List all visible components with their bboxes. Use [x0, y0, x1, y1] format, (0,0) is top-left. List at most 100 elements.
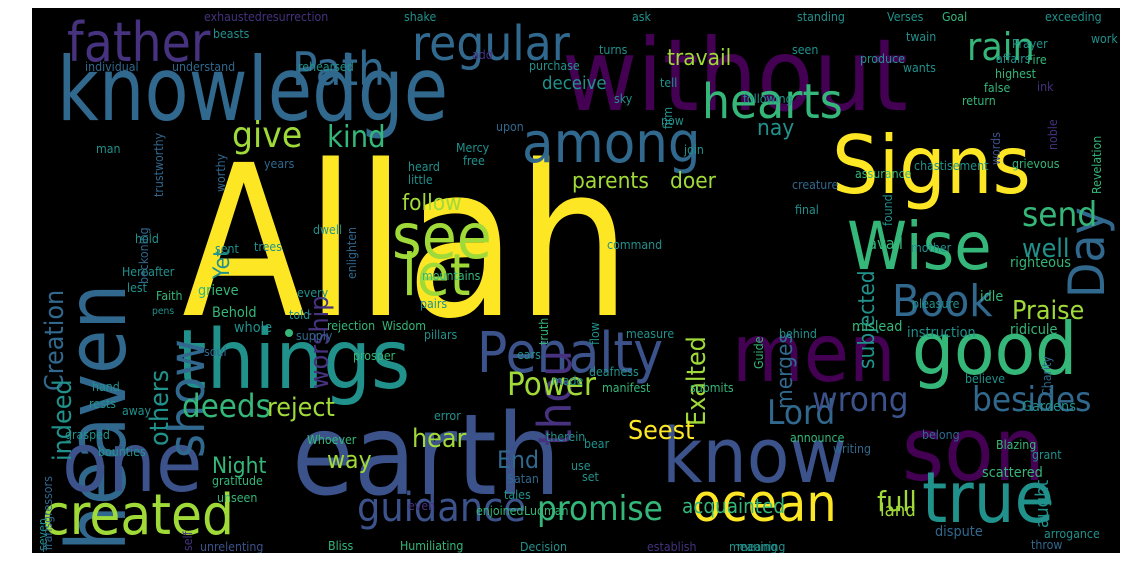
cloud-word: enjoined [476, 504, 524, 518]
cloud-word: work [1091, 32, 1118, 46]
cloud-word: affairs [996, 52, 1031, 66]
cloud-word: grievous [1012, 157, 1060, 171]
cloud-word: manifest [602, 381, 651, 395]
cloud-word: understand [172, 60, 236, 74]
cloud-word: deceive [542, 73, 607, 94]
cloud-word: true [922, 457, 1055, 539]
cloud-word: Praise [1012, 296, 1085, 326]
cloud-word: pillars [424, 328, 458, 342]
cloud-word: Signs [832, 119, 1031, 212]
cloud-word: establish [647, 540, 697, 553]
cloud-word: mother [911, 241, 952, 255]
cloud-word: upon [496, 120, 524, 134]
cloud-word: heard [408, 160, 440, 174]
cloud-word: good [912, 307, 1078, 391]
cloud-word: grieve [198, 283, 239, 299]
cloud-word: even [408, 499, 436, 513]
cloud-word: Creation [40, 289, 70, 391]
cloud-word: trees [254, 240, 282, 254]
cloud-word: announce [790, 431, 845, 445]
cloud-word: ocean [692, 474, 837, 534]
cloud-word: highest [995, 67, 1036, 81]
cloud-word: among [522, 111, 701, 176]
cloud-word: behind [779, 327, 817, 341]
cloud-word: regular [412, 16, 570, 72]
cloud-word: knowledge [57, 38, 449, 141]
cloud-word: follow [402, 191, 462, 216]
cloud-word: Satan [507, 472, 539, 486]
cloud-word: Wise [847, 208, 992, 285]
cloud-word: Faith [156, 289, 183, 303]
cloud-word: worthy [214, 153, 228, 192]
cloud-word: father [67, 11, 211, 74]
cloud-word: kind [327, 120, 386, 155]
cloud-word: hearts [702, 74, 843, 130]
cloud-word: Humiliating [400, 539, 464, 553]
cloud-word: flow [588, 322, 602, 345]
cloud-word: beasts [213, 27, 250, 41]
cloud-word: mislead [852, 319, 903, 335]
cloud-word: dwell [313, 223, 342, 237]
cloud-word: twain [906, 30, 937, 44]
cloud-word: End [497, 446, 539, 474]
cloud-word: produce [860, 52, 905, 66]
cloud-word: prosper [353, 349, 396, 363]
cloud-word: tell [660, 76, 678, 90]
cloud-word: free [463, 154, 485, 168]
cloud-word: gratitude [212, 474, 263, 488]
cloud-word: join [684, 143, 704, 157]
cloud-word: instruction [907, 325, 976, 341]
cloud-word: turns [599, 43, 628, 57]
cloud-word: righteous [1010, 255, 1071, 271]
cloud-word: little [408, 173, 433, 187]
cloud-word: Behold [212, 305, 257, 321]
cloud-word: every [297, 286, 329, 300]
cloud-word: mountains [422, 269, 481, 283]
word-cloud: Allah without knowledge earth Signs heaven thi… [32, 8, 1120, 553]
cloud-word: doer [670, 169, 717, 194]
cloud-word: told [289, 308, 311, 322]
cloud-word: Book [892, 276, 993, 327]
cloud-word: rain [967, 25, 1035, 69]
cloud-word: away [122, 404, 152, 418]
cloud-word: Hereafter [122, 265, 175, 279]
cloud-word: earth [292, 391, 561, 521]
cloud-word: travail [667, 46, 732, 71]
cloud-word: unrelenting [200, 540, 264, 553]
cloud-word: exhaustedresurrection [204, 10, 329, 24]
cloud-word: use [571, 459, 591, 473]
cloud-word: assurance [855, 167, 912, 181]
cloud-word: false [984, 81, 1011, 95]
cloud-word: sent [215, 242, 239, 256]
cloud-word: son [902, 398, 1046, 501]
cloud-word: aught [1032, 479, 1053, 528]
cloud-word: Path [292, 42, 385, 96]
cloud-word: pairs [420, 297, 448, 311]
cloud-word: Allah [182, 120, 632, 365]
cloud-word: Transgressors [41, 476, 55, 552]
cloud-word: rehearsed [298, 60, 354, 74]
cloud-word: Blazing [996, 438, 1037, 452]
cloud-word: avail [868, 234, 903, 253]
cloud-word: return [962, 94, 996, 108]
cloud-word: chastisement [914, 159, 989, 173]
cloud-word: arrogance [1044, 527, 1100, 541]
cloud-word: created [42, 483, 234, 548]
cloud-word: wrong [812, 380, 909, 420]
cloud-word: merges [773, 333, 798, 409]
cloud-word: idle [980, 289, 1004, 305]
cloud-word: things [177, 313, 411, 408]
cloud-word: Revelation [1090, 135, 1104, 194]
cloud-word: hold [135, 232, 159, 246]
cloud-word: soul [204, 345, 227, 359]
cloud-word: Goal [942, 10, 968, 24]
cloud-word: ears [517, 348, 541, 362]
cloud-word: made [552, 374, 584, 388]
cloud-word: noble [1046, 119, 1060, 150]
cloud-word: individual [85, 60, 139, 74]
cloud-word: beckoning [137, 227, 151, 284]
cloud-word: ridicule [1010, 322, 1058, 338]
cloud-word: enlighten [345, 226, 359, 279]
cloud-word: way [327, 446, 372, 474]
cloud-word: give [232, 115, 303, 156]
